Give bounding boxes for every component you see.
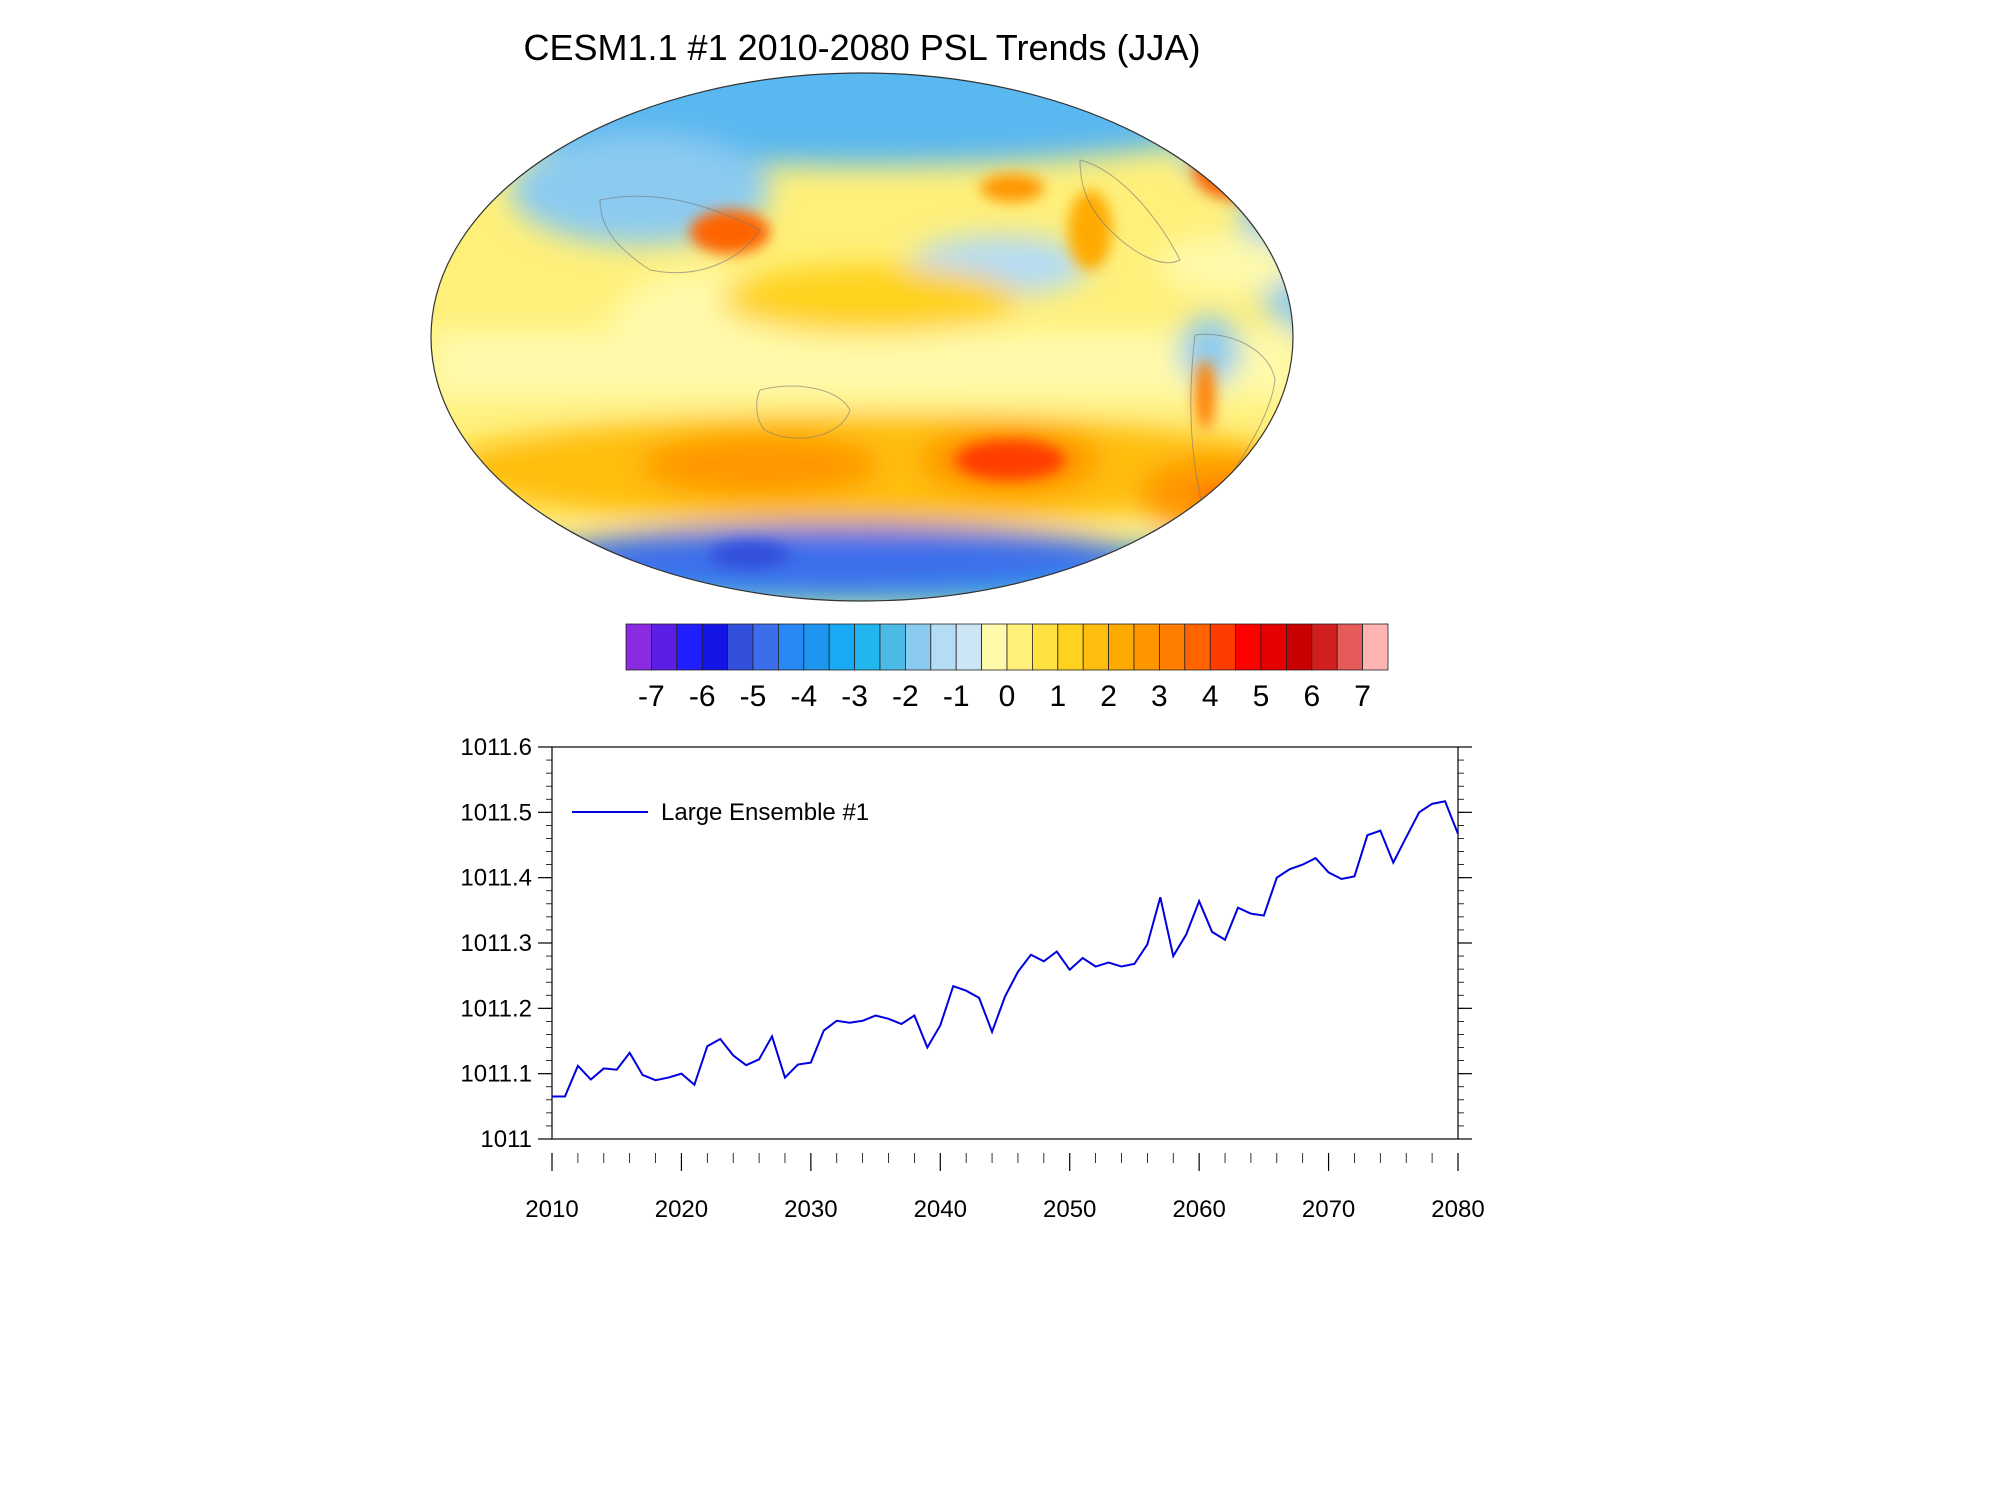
colorbar-tick-label: 6	[1303, 680, 1320, 713]
colorbar-tick-label: 2	[1100, 680, 1117, 713]
colorbar-box	[1006, 623, 1033, 671]
map-region	[540, 525, 1140, 595]
colorbar-box	[1184, 623, 1211, 671]
colorbar-tick-label: 5	[1253, 680, 1270, 713]
series-line-large-ensemble-1	[552, 800, 1459, 1098]
psl-trend-map	[431, 73, 1293, 601]
colorbar-box	[625, 623, 652, 671]
legend-label: Large Ensemble #1	[661, 799, 869, 826]
colorbar-tick-label: -6	[689, 680, 716, 713]
y-tick-label: 1011.2	[460, 995, 532, 1022]
map-region	[431, 73, 1293, 165]
colorbar-tick-label: -1	[943, 680, 970, 713]
colorbar-box	[1260, 623, 1287, 671]
x-tick-label: 2040	[914, 1196, 967, 1223]
colorbar-tick-label: 7	[1354, 680, 1371, 713]
colorbar: -7 -6 -5 -4 -3 -2 -1 0 1 2 3 4 5 6 7	[625, 623, 1389, 713]
colorbar-box	[676, 623, 703, 671]
colorbar-tick-label: -4	[790, 680, 817, 713]
x-tick-label: 2060	[1172, 1196, 1225, 1223]
y-tick-label: 1011	[480, 1126, 532, 1153]
y-tick-label: 1011.1	[460, 1061, 532, 1088]
colorbar-box	[1133, 623, 1160, 671]
map-title: CESM1.1 #1 2010-2080 PSL Trends (JJA)	[523, 27, 1200, 68]
coastlines	[599, 159, 1276, 517]
colorbar-tick-label: 4	[1202, 680, 1219, 713]
colorbar-box	[1057, 623, 1084, 671]
map-region	[710, 541, 790, 569]
map-region	[720, 265, 1020, 335]
colorbar-box	[1209, 623, 1236, 671]
x-tick-label: 2030	[784, 1196, 837, 1223]
map-region	[980, 174, 1044, 202]
colorbar-tick-label: -7	[638, 680, 665, 713]
legend: Large Ensemble #1	[572, 799, 869, 826]
colorbar-box	[651, 623, 678, 671]
x-tick-label: 2070	[1302, 1196, 1355, 1223]
y-tick-label: 1011.6	[460, 734, 532, 761]
x-tick-label: 2020	[655, 1196, 708, 1223]
colorbar-box	[701, 623, 729, 671]
map-region	[640, 435, 880, 495]
colorbar-box	[1336, 623, 1363, 671]
colorbar-box	[828, 623, 856, 671]
map-border	[430, 72, 1294, 602]
colorbar-box	[905, 623, 932, 671]
y-tick-label: 1011.3	[460, 930, 532, 957]
map-region	[1193, 482, 1263, 508]
colorbar-box	[1235, 623, 1262, 671]
colorbar-box	[955, 623, 983, 671]
x-tick-label: 2050	[1043, 1196, 1096, 1223]
colorbar-box	[752, 623, 779, 671]
map-region	[1193, 140, 1283, 200]
colorbar-box	[879, 623, 906, 671]
colorbar-box	[1311, 623, 1338, 671]
colorbar-box	[1108, 623, 1135, 671]
colorbar-box	[1082, 623, 1109, 671]
map-region	[1180, 315, 1240, 385]
colorbar-box	[727, 623, 754, 671]
colorbar-box	[778, 623, 805, 671]
y-tick-label: 1011.5	[460, 799, 532, 826]
colorbar-tick-label: -2	[892, 680, 919, 713]
colorbar-box	[803, 623, 830, 671]
colorbar-tick-label: -3	[841, 680, 868, 713]
colorbar-box	[854, 623, 881, 671]
map-region	[1158, 235, 1293, 295]
colorbar-tick-label: 1	[1049, 680, 1066, 713]
colorbar-box	[1159, 623, 1186, 671]
map-region	[1138, 455, 1293, 535]
colorbar-box	[930, 623, 957, 671]
map-region	[1068, 190, 1112, 270]
colorbar-box	[1362, 623, 1389, 671]
map-region	[1240, 120, 1293, 340]
y-tick-label: 1011.4	[460, 865, 532, 892]
line-chart: 1011 1011.1 1011.2 1011.3 1011.4 1011.5 1011.6…	[460, 734, 1484, 1223]
colorbar-tick-label: -5	[740, 680, 767, 713]
x-tick-label: 2080	[1431, 1196, 1484, 1223]
map-region	[1195, 360, 1215, 430]
colorbar-tick-label: 3	[1151, 680, 1168, 713]
colorbar-box	[1286, 623, 1313, 671]
colorbar-tick-label: 0	[999, 680, 1016, 713]
map-region	[431, 330, 1293, 400]
colorbar-box	[981, 623, 1008, 671]
colorbar-box	[1032, 623, 1059, 671]
x-tick-label: 2010	[525, 1196, 578, 1223]
map-region	[955, 440, 1065, 480]
